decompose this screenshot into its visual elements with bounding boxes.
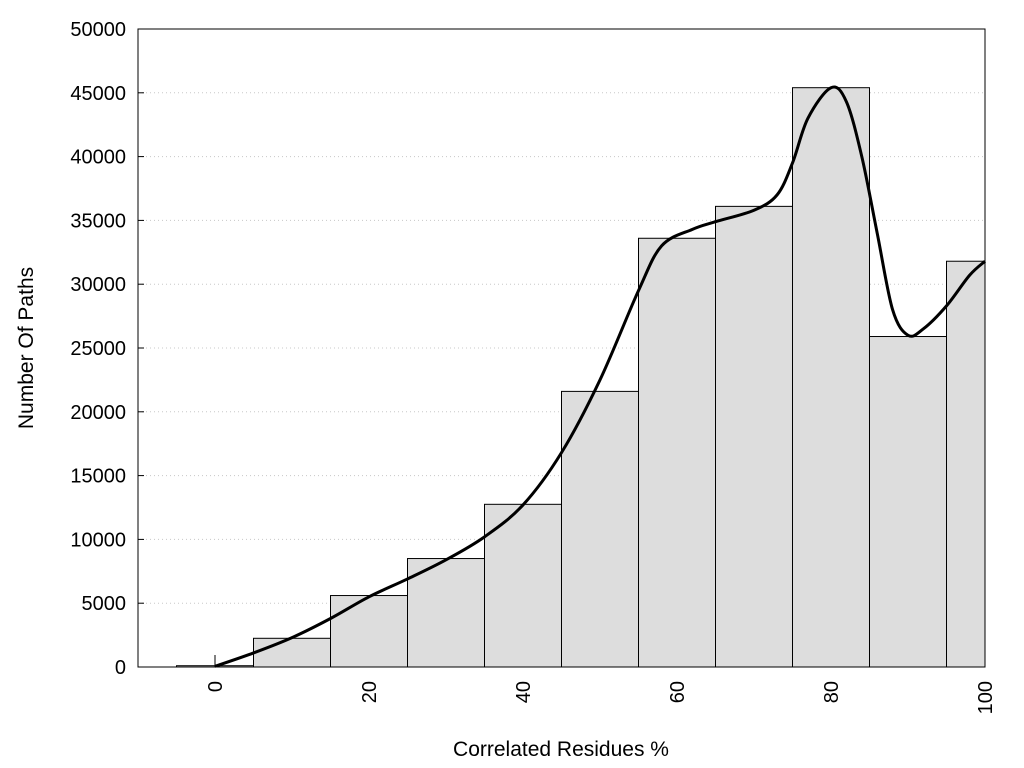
y-tick-label: 35000: [70, 210, 126, 232]
histogram-bar: [638, 237, 716, 668]
y-tick-label: 15000: [70, 466, 126, 488]
x-tick-label: 0: [205, 681, 227, 692]
x-tick-label: 40: [513, 681, 535, 703]
y-axis-title: Number Of Paths: [15, 267, 38, 429]
x-axis-ticks: 0 20 40 60 80 100: [205, 681, 997, 714]
x-tick-label: 20: [359, 681, 381, 703]
histogram-bar: [869, 336, 947, 668]
histogram-bar: [253, 637, 331, 668]
y-tick-label: 45000: [70, 83, 126, 105]
histogram-bar: [715, 205, 793, 668]
x-tick-label: 100: [975, 681, 997, 714]
histogram-bar: [946, 260, 986, 668]
x-tick-label: 80: [821, 681, 843, 703]
y-tick-label: 40000: [70, 147, 126, 169]
bars-group: [176, 87, 986, 668]
y-tick-label: 50000: [70, 19, 126, 41]
y-tick-label: 20000: [70, 402, 126, 424]
y-tick-label: 25000: [70, 338, 126, 360]
trend-curve: [214, 85, 987, 668]
y-axis-ticks: 0 5000 10000 15000 20000 25000 30000 35000 40000…: [70, 19, 144, 679]
histogram-bar: [792, 87, 870, 668]
y-tick-label: 10000: [70, 529, 126, 551]
y-tick-label: 0: [115, 657, 126, 679]
y-tick-label: 30000: [70, 274, 126, 296]
x-axis-title: Correlated Residues %: [453, 738, 669, 761]
smooth-curve-group: [214, 85, 987, 668]
histogram-bar: [330, 595, 408, 668]
y-tick-label: 5000: [82, 593, 127, 615]
x-tick-label: 60: [667, 681, 689, 703]
